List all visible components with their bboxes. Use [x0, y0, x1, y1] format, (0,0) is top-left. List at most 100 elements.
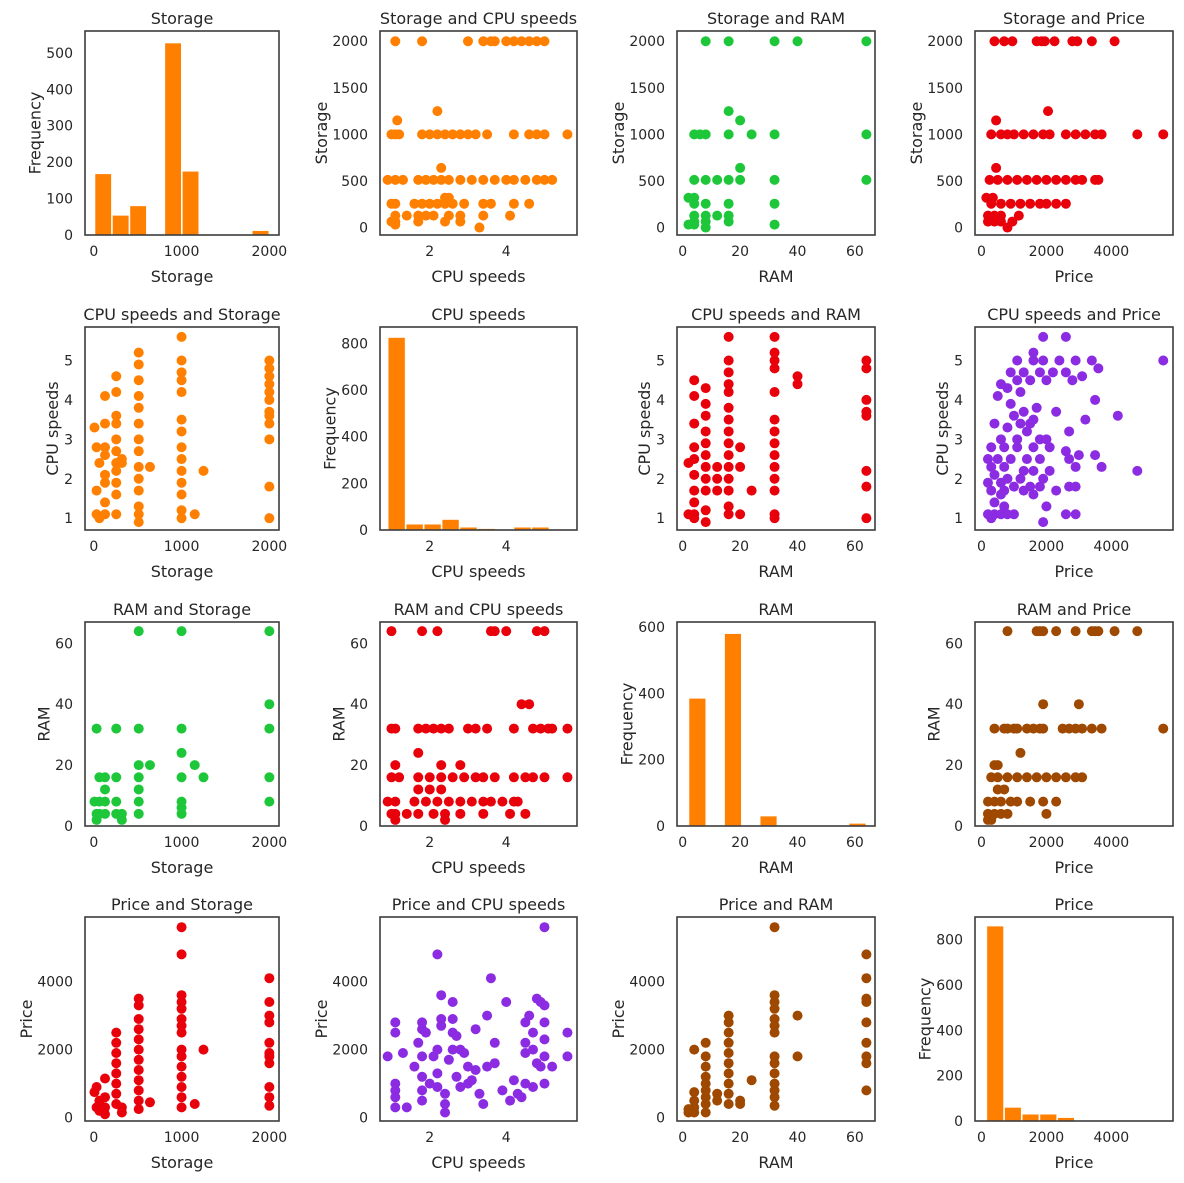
y-tick-label: 2000 [629, 34, 665, 50]
scatter-point [508, 723, 519, 734]
scatter-point [524, 129, 535, 140]
scatter-point [735, 1099, 746, 1109]
y-tick-label: 2000 [37, 1043, 73, 1059]
scatter-point [505, 210, 516, 221]
scatter-point [390, 760, 401, 771]
scatter-point [689, 513, 700, 524]
scatter-point [792, 371, 803, 382]
scatter-point [723, 1037, 734, 1048]
scatter-point [1041, 772, 1052, 783]
scatter-point [508, 36, 519, 47]
scatter-point [489, 36, 500, 47]
y-tick-label: 60 [945, 636, 963, 652]
scatter-point [700, 505, 711, 516]
scatter-point [769, 1003, 780, 1014]
scatter-point [505, 1095, 516, 1106]
scatter-point [100, 442, 111, 453]
scatter-point [689, 485, 700, 496]
scatter-point [489, 174, 500, 185]
scatter-point [1080, 129, 1091, 140]
x-axis-label: CPU speeds [431, 1153, 525, 1172]
histogram-bar [423, 523, 442, 531]
x-tick-label: 0 [678, 244, 687, 260]
scatter-point [176, 1082, 187, 1092]
scatter-point [428, 723, 439, 734]
scatter-point [390, 796, 401, 807]
scatter-point [769, 331, 780, 342]
scatter-point [417, 36, 428, 47]
x-axis-label: RAM [758, 858, 793, 877]
scatter-point [264, 626, 275, 637]
scatter-point [100, 450, 111, 461]
x-tick-label: 2 [425, 1130, 434, 1146]
scatter-point [1041, 375, 1052, 386]
subplot-cpu-speeds-and-price: CPU speeds and Price 0 2000 4000 1 2 3 4 5 Price C… [933, 305, 1174, 581]
scatter-point [420, 210, 431, 221]
scatter-point [133, 1085, 144, 1096]
scatter-point [700, 461, 711, 472]
scatter-point [459, 772, 470, 783]
scatter-point [562, 772, 573, 783]
scatter-point [1038, 473, 1049, 484]
scatter-point [1002, 383, 1013, 394]
scatter-point [111, 1048, 122, 1058]
axes-frame [676, 916, 876, 1122]
scatter-point [1060, 772, 1071, 783]
scatter-point [735, 174, 746, 185]
scatter-point [401, 808, 412, 819]
scatter-point [397, 174, 408, 185]
scatter-point [489, 1037, 500, 1048]
scatter-point [1054, 355, 1065, 366]
scatter-point [436, 174, 447, 185]
scatter-point [1012, 796, 1023, 807]
axes-frame [676, 30, 876, 236]
scatter-point [769, 513, 780, 524]
histogram-bar [387, 337, 406, 531]
scatter-point [390, 1092, 401, 1103]
scatter-point [264, 1082, 275, 1092]
scatter-point [723, 1068, 734, 1079]
scatter-point [501, 174, 512, 185]
scatter-point [111, 1078, 122, 1089]
x-axis-label: Storage [151, 1153, 214, 1172]
scatter-point [436, 1020, 447, 1031]
scatter-point [769, 129, 780, 140]
scatter-point [1070, 626, 1081, 637]
y-tick-label: 4 [656, 393, 665, 409]
subplot-storage-and-price: Storage and Price 0 2000 4000 0 500 1000 1500 20… [907, 9, 1174, 286]
scatter-point [1041, 198, 1052, 209]
axes-frame [676, 326, 876, 531]
y-tick-label: 1000 [332, 127, 368, 143]
x-axis-label: Price [1054, 858, 1093, 877]
scatter-point [508, 1075, 519, 1086]
scatter-point [1018, 367, 1029, 378]
scatter-point [1038, 796, 1049, 807]
scatter-point [424, 198, 435, 209]
scatter-point [746, 1075, 757, 1086]
scatter-point [100, 808, 111, 819]
scatter-point [723, 174, 734, 185]
x-tick-label: 1000 [164, 1130, 200, 1146]
scatter-point [133, 1014, 144, 1024]
scatter-point [176, 387, 187, 398]
scatter-point [144, 760, 155, 771]
scatter-point [382, 1051, 393, 1062]
scatter-point [539, 626, 550, 637]
scatter-point [735, 442, 746, 453]
scatter-point [111, 1068, 122, 1079]
scatter-point [508, 198, 519, 209]
scatter-point [1028, 129, 1039, 140]
y-tick-label: 2 [656, 472, 665, 488]
scatter-point [982, 454, 993, 465]
x-tick-label: 4 [502, 539, 511, 555]
scatter-point [390, 36, 401, 47]
scatter-point [91, 485, 102, 496]
scatter-point [1060, 129, 1071, 140]
y-axis-label: CPU speeds [933, 381, 952, 475]
scatter-point [482, 1010, 493, 1021]
scatter-point [700, 1061, 711, 1072]
scatter-point [1002, 174, 1013, 185]
y-tick-label: 1000 [629, 127, 665, 143]
scatter-point [989, 418, 1000, 429]
scatter-point [466, 796, 477, 807]
